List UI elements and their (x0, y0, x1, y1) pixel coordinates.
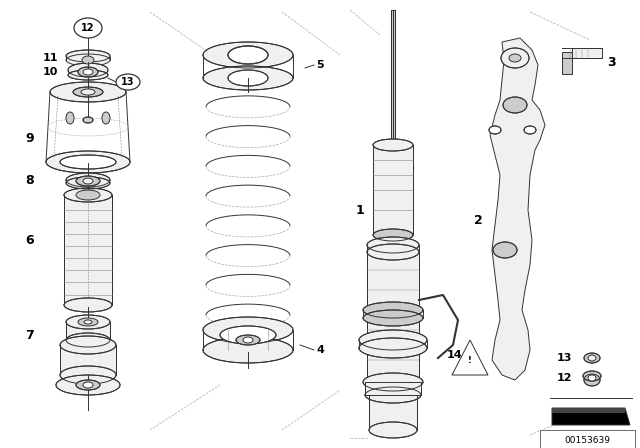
Ellipse shape (102, 112, 110, 124)
Bar (562, 52, 572, 74)
Ellipse shape (82, 56, 94, 64)
Ellipse shape (74, 18, 102, 38)
Ellipse shape (236, 335, 260, 345)
Ellipse shape (83, 382, 93, 388)
Ellipse shape (228, 70, 268, 86)
Ellipse shape (60, 336, 116, 354)
Text: 14: 14 (447, 350, 463, 360)
Text: 12: 12 (557, 373, 573, 383)
Ellipse shape (588, 375, 596, 381)
Ellipse shape (66, 177, 110, 189)
Ellipse shape (220, 326, 276, 344)
Bar (60, 345, 116, 375)
Text: 9: 9 (26, 132, 35, 145)
Ellipse shape (367, 244, 419, 260)
Ellipse shape (68, 70, 108, 80)
Ellipse shape (76, 176, 100, 186)
Text: 5: 5 (316, 60, 324, 70)
Ellipse shape (203, 317, 293, 343)
Bar (391, 10, 395, 145)
Ellipse shape (60, 155, 116, 169)
Ellipse shape (76, 190, 100, 200)
Ellipse shape (373, 139, 413, 151)
Text: 4: 4 (316, 345, 324, 355)
Ellipse shape (203, 66, 293, 90)
Bar (572, 48, 602, 58)
Ellipse shape (78, 67, 98, 77)
Ellipse shape (84, 320, 92, 324)
Text: 13: 13 (557, 353, 572, 363)
Ellipse shape (203, 42, 293, 68)
Ellipse shape (66, 112, 74, 124)
Bar (365, 382, 421, 395)
Ellipse shape (66, 54, 110, 66)
Text: 11: 11 (42, 53, 58, 63)
Text: 8: 8 (26, 173, 35, 186)
Text: 7: 7 (26, 328, 35, 341)
Ellipse shape (116, 74, 140, 90)
Ellipse shape (83, 178, 93, 184)
Ellipse shape (83, 117, 93, 123)
Ellipse shape (81, 89, 95, 95)
Ellipse shape (524, 126, 536, 134)
Ellipse shape (584, 374, 600, 386)
Bar (369, 395, 417, 430)
Ellipse shape (359, 330, 427, 350)
Ellipse shape (373, 229, 413, 241)
Polygon shape (552, 408, 625, 413)
Ellipse shape (228, 46, 268, 64)
Bar (540, 430, 635, 448)
Bar (367, 252, 419, 382)
Polygon shape (552, 408, 630, 425)
Text: !: ! (468, 356, 472, 365)
Ellipse shape (509, 54, 521, 62)
Ellipse shape (66, 333, 110, 347)
Bar (64, 195, 112, 305)
Ellipse shape (501, 48, 529, 68)
Bar (66, 322, 110, 340)
Ellipse shape (76, 380, 100, 390)
Ellipse shape (363, 373, 423, 391)
Ellipse shape (363, 310, 423, 326)
Text: 3: 3 (608, 56, 616, 69)
Ellipse shape (369, 422, 417, 438)
Ellipse shape (203, 337, 293, 363)
Bar (373, 145, 413, 235)
Text: 00153639: 00153639 (564, 435, 610, 444)
Text: 1: 1 (356, 203, 364, 216)
Ellipse shape (50, 82, 126, 102)
Ellipse shape (584, 353, 600, 363)
Ellipse shape (83, 69, 93, 75)
Ellipse shape (503, 97, 527, 113)
Ellipse shape (583, 371, 601, 381)
Ellipse shape (359, 338, 427, 358)
Ellipse shape (64, 188, 112, 202)
Ellipse shape (60, 366, 116, 384)
Ellipse shape (493, 242, 517, 258)
Ellipse shape (46, 151, 130, 173)
Ellipse shape (243, 337, 253, 343)
Ellipse shape (66, 315, 110, 329)
Ellipse shape (56, 375, 120, 395)
Ellipse shape (66, 173, 110, 187)
Ellipse shape (489, 126, 501, 134)
Ellipse shape (78, 318, 98, 326)
Ellipse shape (363, 302, 423, 318)
Ellipse shape (68, 63, 108, 77)
Ellipse shape (588, 355, 596, 361)
Polygon shape (490, 38, 545, 380)
Ellipse shape (367, 237, 419, 253)
Ellipse shape (365, 387, 421, 403)
Text: 12: 12 (81, 23, 95, 33)
Ellipse shape (73, 87, 103, 97)
Text: 2: 2 (474, 214, 483, 227)
Text: 6: 6 (26, 233, 35, 246)
Ellipse shape (66, 50, 110, 62)
Text: 13: 13 (121, 77, 135, 87)
Text: 10: 10 (42, 67, 58, 77)
Ellipse shape (64, 298, 112, 312)
